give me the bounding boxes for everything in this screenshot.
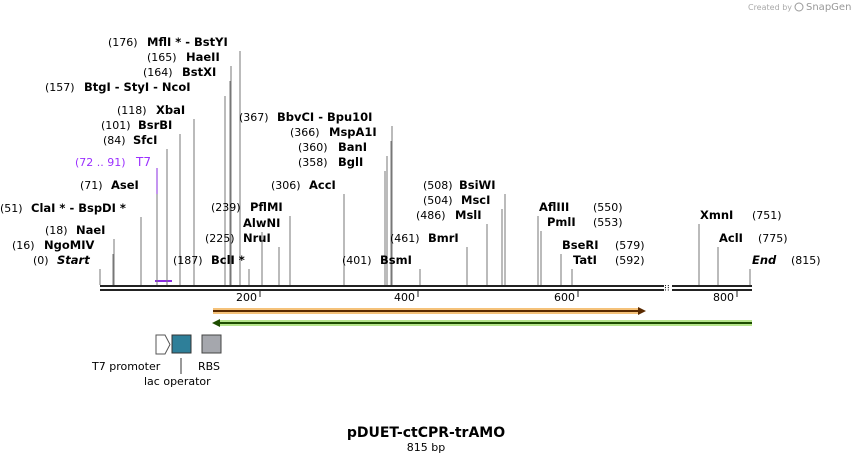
site-name: NaeI — [76, 223, 105, 237]
site-name: BstXI — [182, 65, 216, 79]
promoter-icon — [155, 334, 171, 355]
site-position: (51) — [0, 202, 23, 215]
site-position: (118) — [117, 104, 147, 117]
site-name: MspA1I — [329, 125, 377, 139]
site-position: (401) — [342, 254, 372, 267]
site-position: (367) — [239, 111, 269, 124]
site-position: (0) — [33, 254, 49, 267]
site-name: ClaI * - BspDI * — [31, 201, 126, 215]
t7-name: T7 — [135, 155, 151, 169]
operator-icon — [171, 334, 192, 354]
site-name: HaeII — [186, 50, 220, 64]
site-position: (164) — [143, 66, 173, 79]
site-position: (157) — [45, 81, 75, 94]
legend-label: RBS — [198, 360, 220, 373]
rbs-icon — [201, 334, 222, 354]
site-position: (775) — [758, 232, 788, 245]
site-name: BclI * — [211, 253, 245, 267]
site-name: MscI — [461, 193, 490, 207]
site-position: (176) — [108, 36, 138, 49]
watermark-brand: SnapGene — [806, 2, 852, 13]
site-position: (101) — [101, 119, 131, 132]
site-name: AclI — [719, 231, 743, 245]
site-position: (71) — [80, 179, 103, 192]
site-position: (486) — [416, 209, 446, 222]
scale-label: 600 — [554, 291, 575, 304]
orf-head — [638, 307, 646, 315]
watermark-prefix: Created by — [748, 3, 792, 12]
site-name: XmnI — [700, 208, 733, 222]
site-position: (815) — [791, 254, 821, 267]
break-mark: ⁝⁝ — [664, 284, 670, 294]
orf2-head — [212, 319, 220, 327]
scale-label: 200 — [236, 291, 257, 304]
site-name: BsrBI — [138, 118, 172, 132]
site-position: (18) — [45, 224, 68, 237]
site-position: (360) — [298, 141, 328, 154]
site-position: (84) — [103, 134, 126, 147]
site-position: (366) — [290, 126, 320, 139]
site-position: (165) — [147, 51, 177, 64]
site-name: Start — [57, 253, 90, 267]
site-position: (239) — [211, 201, 241, 214]
site-name: BmrI — [428, 231, 459, 245]
site-name: NgoMIV — [44, 238, 94, 252]
site-name: BglI — [338, 155, 363, 169]
site-position: (187) — [173, 254, 203, 267]
t7-range: (72 .. 91) — [75, 156, 126, 169]
site-name: BsmI — [380, 253, 412, 267]
site-name: NruI — [243, 231, 271, 245]
site-name: BseRI — [562, 238, 599, 252]
site-name: PflMI — [250, 200, 283, 214]
logo — [794, 2, 804, 12]
legend-label: T7 promoter — [91, 360, 161, 373]
site-name: MflI * - BstYI — [147, 35, 228, 49]
site-name: BanI — [338, 140, 367, 154]
site-position: (508) — [423, 179, 453, 192]
site-name: End — [752, 253, 777, 267]
site-name: AseI — [111, 178, 139, 192]
site-position: (461) — [390, 232, 420, 245]
site-name: BsiWI — [459, 178, 496, 192]
site-name: BbvCI - Bpu10I — [277, 110, 372, 124]
site-position: (306) — [271, 179, 301, 192]
site-position: (751) — [752, 209, 782, 222]
scale-label: 400 — [394, 291, 415, 304]
site-name: SfcI — [133, 133, 157, 147]
scale-label: 800 — [713, 291, 734, 304]
site-name: PmlI — [547, 215, 576, 229]
subtitle: 815 bp — [407, 441, 445, 454]
legend-label: lac operator — [144, 375, 211, 388]
site-position: (16) — [12, 239, 35, 252]
site-position: (358) — [298, 156, 328, 169]
site-position: (550) — [593, 201, 623, 214]
site-position: (592) — [615, 254, 645, 267]
break — [664, 283, 672, 293]
site-name: TatI — [573, 253, 597, 267]
site-position: (225) — [205, 232, 235, 245]
site-name: AccI — [309, 178, 336, 192]
site-name: MslI — [455, 208, 482, 222]
site-name: AflIII — [539, 200, 569, 214]
title: pDUET-ctCPR-trAMO — [347, 425, 505, 441]
site-name: XbaI — [156, 103, 185, 117]
site-name: BtgI - StyI - NcoI — [84, 80, 191, 94]
site-name: AlwNI — [243, 216, 280, 230]
site-position: (579) — [615, 239, 645, 252]
site-position: (504) — [423, 194, 453, 207]
site-position: (553) — [593, 216, 623, 229]
